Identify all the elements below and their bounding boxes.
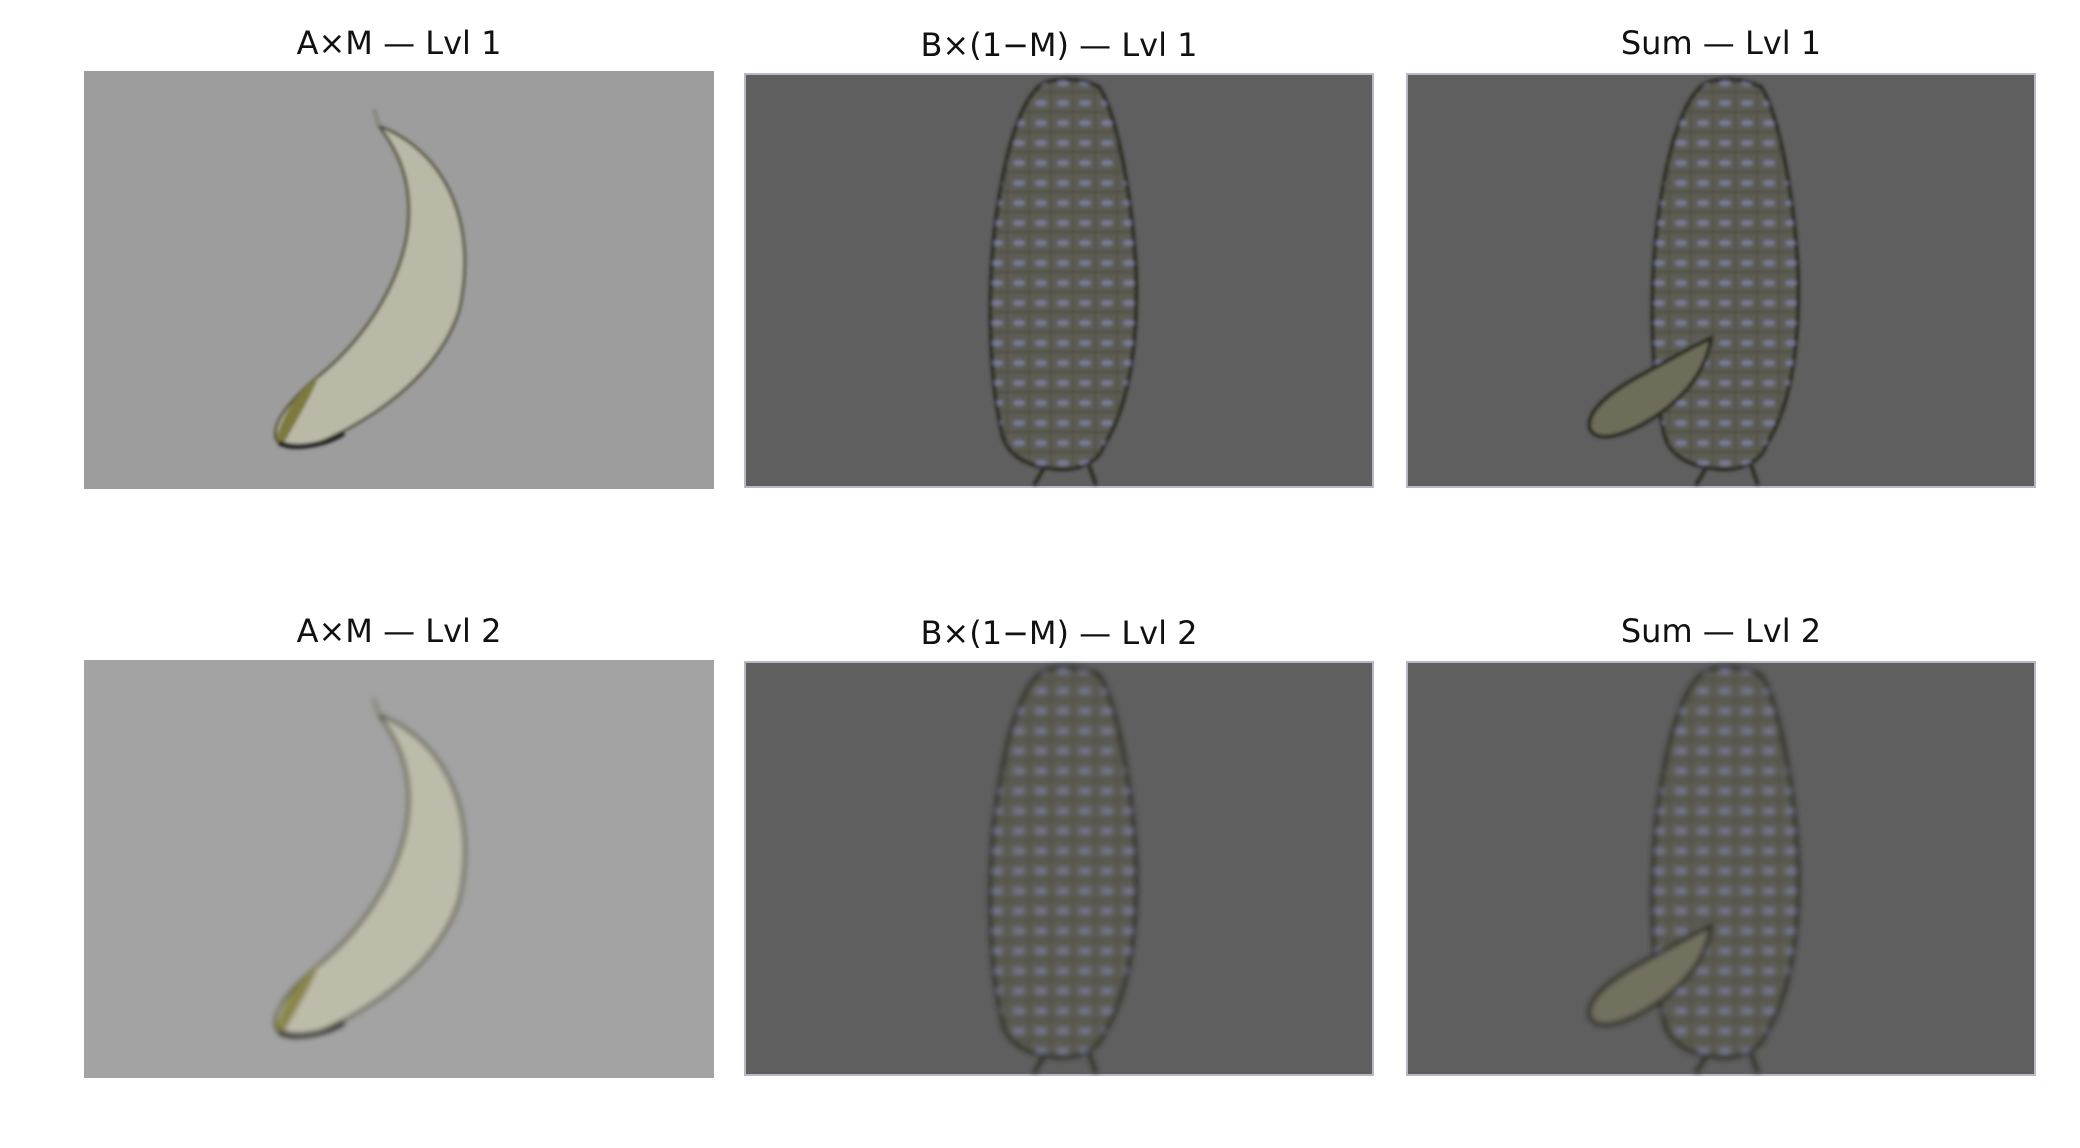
panel-image-corn [744, 661, 1374, 1076]
panel-title: B×(1−M) — Lvl 1 [920, 26, 1198, 64]
panel-image-banana [84, 71, 714, 489]
panel-sum-lvl2: Sum — Lvl 2 [1406, 588, 2036, 1078]
panel-title: A×M — Lvl 2 [296, 612, 502, 650]
panel-a-lvl2: A×M — Lvl 2 [84, 588, 714, 1078]
panel-title: Sum — Lvl 1 [1620, 24, 1822, 62]
panel-b-lvl2: B×(1−M) — Lvl 2 [744, 588, 1374, 1078]
panel-title: Sum — Lvl 2 [1620, 612, 1822, 650]
panel-image-sum [1406, 661, 2036, 1076]
panel-image-banana [84, 660, 714, 1078]
panel-b-lvl1: B×(1−M) — Lvl 1 [744, 0, 1374, 490]
panel-sum-lvl1: Sum — Lvl 1 [1406, 0, 2036, 490]
panel-title: A×M — Lvl 1 [296, 24, 502, 62]
panel-title: B×(1−M) — Lvl 2 [920, 614, 1198, 652]
panel-image-corn [744, 73, 1374, 488]
panel-a-lvl1: A×M — Lvl 1 [84, 0, 714, 490]
panel-image-sum [1406, 73, 2036, 488]
